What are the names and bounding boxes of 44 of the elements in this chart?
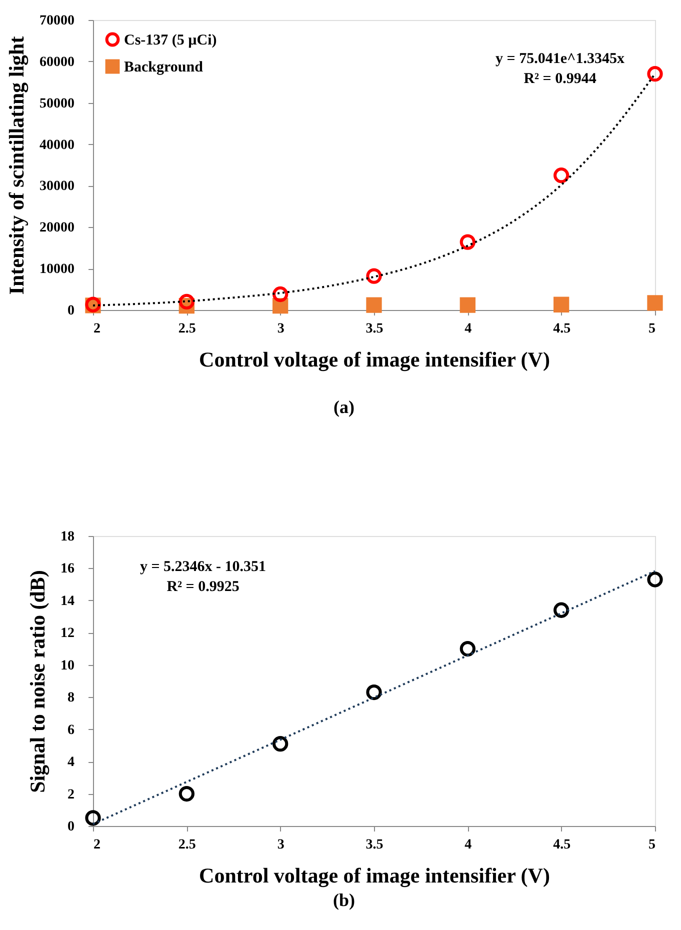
x-tick-label: 4.5 [553, 322, 571, 336]
x-tick-label: 2 [94, 838, 100, 852]
annotation: R² = 0.9925 [166, 579, 240, 595]
y-tick-label: 6 [68, 722, 74, 738]
text: (a) [334, 397, 354, 417]
y-axis-title: Signal to noise ratio (dB) [26, 570, 50, 793]
annotation: y = 5.2346x - 10.351 [140, 559, 266, 575]
x-tick-label: 5 [648, 838, 656, 852]
text: (b) [333, 890, 356, 910]
y-tick-label: 20000 [40, 220, 74, 236]
y-tick-label: 0 [68, 820, 74, 834]
x-tick-label: 2 [94, 322, 100, 336]
y-tick-label: 0 [68, 304, 74, 318]
annotation: R² = 0.9944 [524, 71, 597, 87]
y-tick-label: 12 [60, 626, 74, 642]
y-tick-label: 40000 [40, 138, 74, 153]
x-axis-title: Control voltage of image intensifier (V) [199, 348, 550, 372]
y-tick-label: 8 [68, 690, 74, 706]
x-tick-label: 4 [464, 838, 472, 852]
legend-label: Background [124, 60, 204, 76]
annotation: y = 75.041e^1.3345x [496, 51, 625, 67]
y-tick-label: 60000 [40, 54, 74, 70]
y-tick-label: 50000 [40, 96, 74, 112]
x-tick-label: 3.5 [366, 322, 384, 336]
x-tick-label: 5 [648, 322, 656, 336]
y-tick-label: 10000 [40, 262, 74, 278]
y-tick-label: 14 [60, 594, 74, 609]
x-tick-label: 4 [464, 322, 472, 336]
y-axis-title: Intensity of scintillating light [4, 36, 28, 295]
x-tick-label: 2.5 [178, 838, 196, 852]
legend-label: Cs-137 (5 µCi) [124, 32, 217, 48]
x-tick-label: 3 [277, 322, 284, 336]
x-axis-title: Control voltage of image intensifier (V) [199, 864, 550, 888]
y-tick-label: 30000 [40, 179, 74, 194]
y-tick-label: 10 [60, 658, 74, 674]
y-tick-label: 4 [68, 755, 74, 770]
y-tick-label: 2 [68, 787, 74, 802]
y-tick-label: 16 [60, 562, 74, 577]
x-tick-label: 4.5 [553, 838, 571, 852]
x-tick-label: 3 [277, 838, 284, 852]
y-tick-label: 70000 [40, 14, 74, 28]
x-tick-label: 2.5 [178, 322, 196, 336]
x-tick-label: 3.5 [366, 838, 384, 852]
y-tick-label: 18 [60, 530, 74, 544]
